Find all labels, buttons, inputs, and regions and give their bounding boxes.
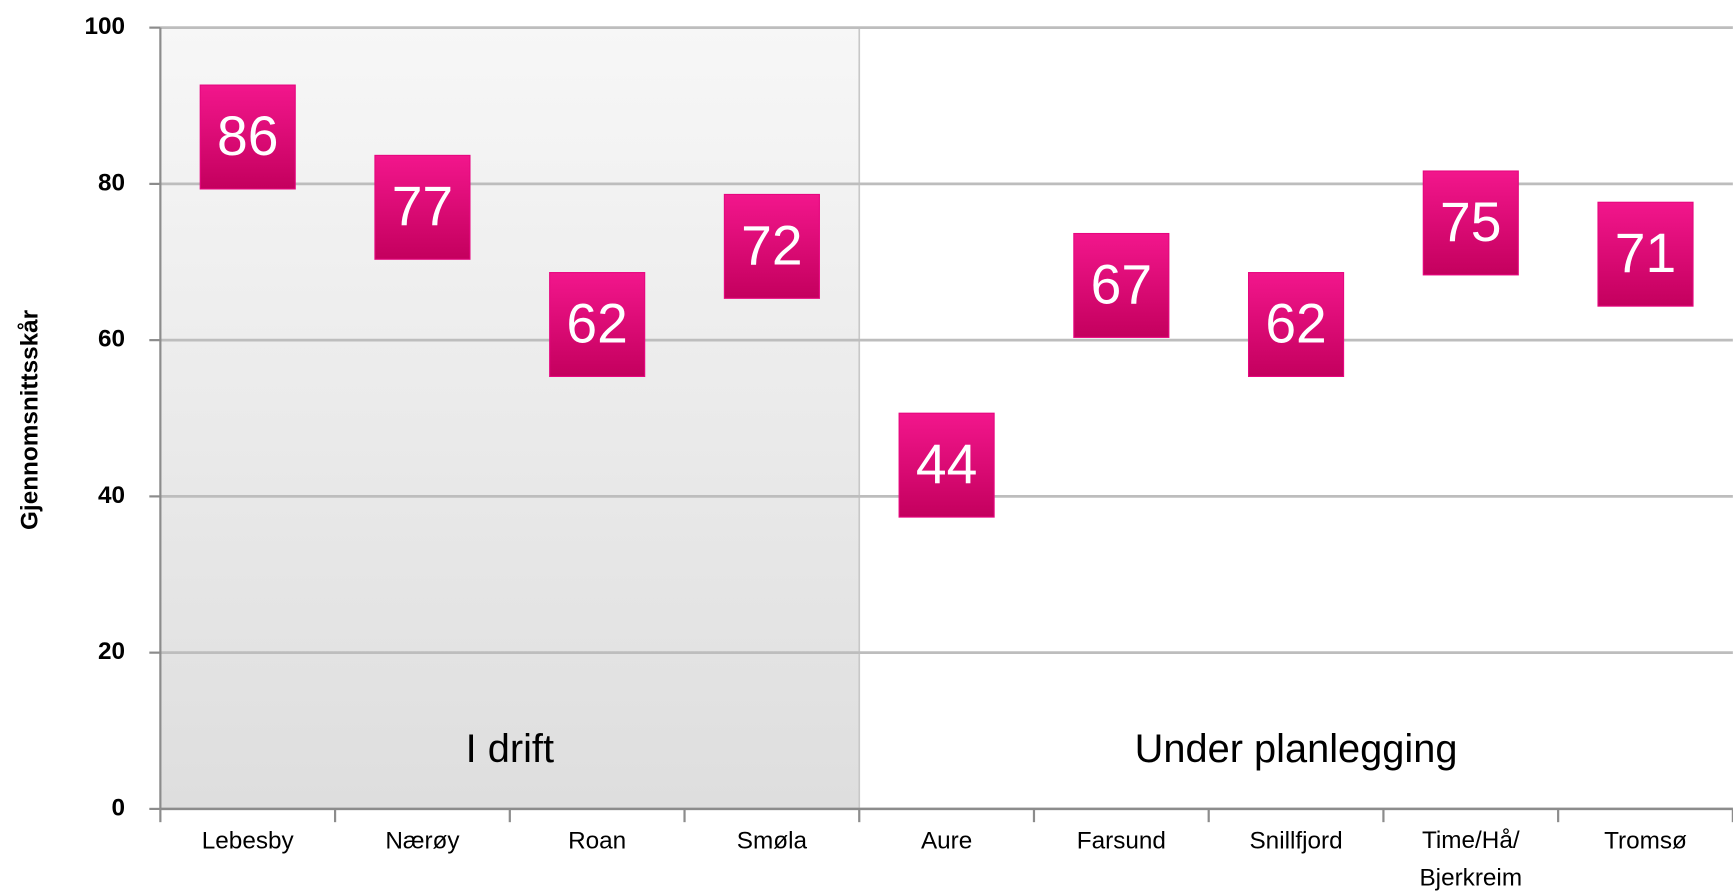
x-tick-label: Farsund xyxy=(1077,827,1166,854)
value-label: 62 xyxy=(566,292,627,354)
x-tick-label: Time/Hå/Bjerkreim xyxy=(1419,827,1522,892)
marker xyxy=(374,154,471,260)
y-tick-label: 20 xyxy=(98,638,125,665)
y-tick-label: 100 xyxy=(84,13,125,40)
x-tick-label: Roan xyxy=(568,827,626,854)
x-tick-label: Tromsø xyxy=(1604,827,1687,854)
group-label: I drift xyxy=(466,727,554,771)
x-tick-label: Lebesby xyxy=(202,827,295,854)
marker xyxy=(199,84,296,190)
marker xyxy=(1073,232,1170,338)
value-label: 62 xyxy=(1265,292,1326,354)
value-label: 71 xyxy=(1615,222,1676,284)
x-tick-label: Smøla xyxy=(737,827,808,854)
y-tick-label: 80 xyxy=(98,169,125,196)
marker xyxy=(1247,272,1345,378)
y-tick-label: 60 xyxy=(98,326,125,353)
marker xyxy=(549,272,646,378)
y-axis-label: Gjennomsnittsskår xyxy=(16,309,43,530)
x-tick-label: Aure xyxy=(921,827,972,854)
y-tick-label: 0 xyxy=(111,794,125,821)
marker xyxy=(1597,201,1694,307)
marker xyxy=(898,412,995,518)
marker xyxy=(723,193,820,299)
x-tick-label: Nærøy xyxy=(385,827,460,854)
value-label: 77 xyxy=(392,175,453,237)
group-label: Under planlegging xyxy=(1135,727,1458,771)
y-tick-label: 40 xyxy=(98,482,125,509)
marker xyxy=(1422,170,1519,276)
value-label: 86 xyxy=(217,105,278,167)
value-label: 72 xyxy=(741,214,802,276)
x-tick-label: Snillfjord xyxy=(1249,827,1342,854)
value-label: 67 xyxy=(1091,253,1152,315)
value-label: 75 xyxy=(1440,191,1501,253)
value-label: 44 xyxy=(916,433,977,495)
